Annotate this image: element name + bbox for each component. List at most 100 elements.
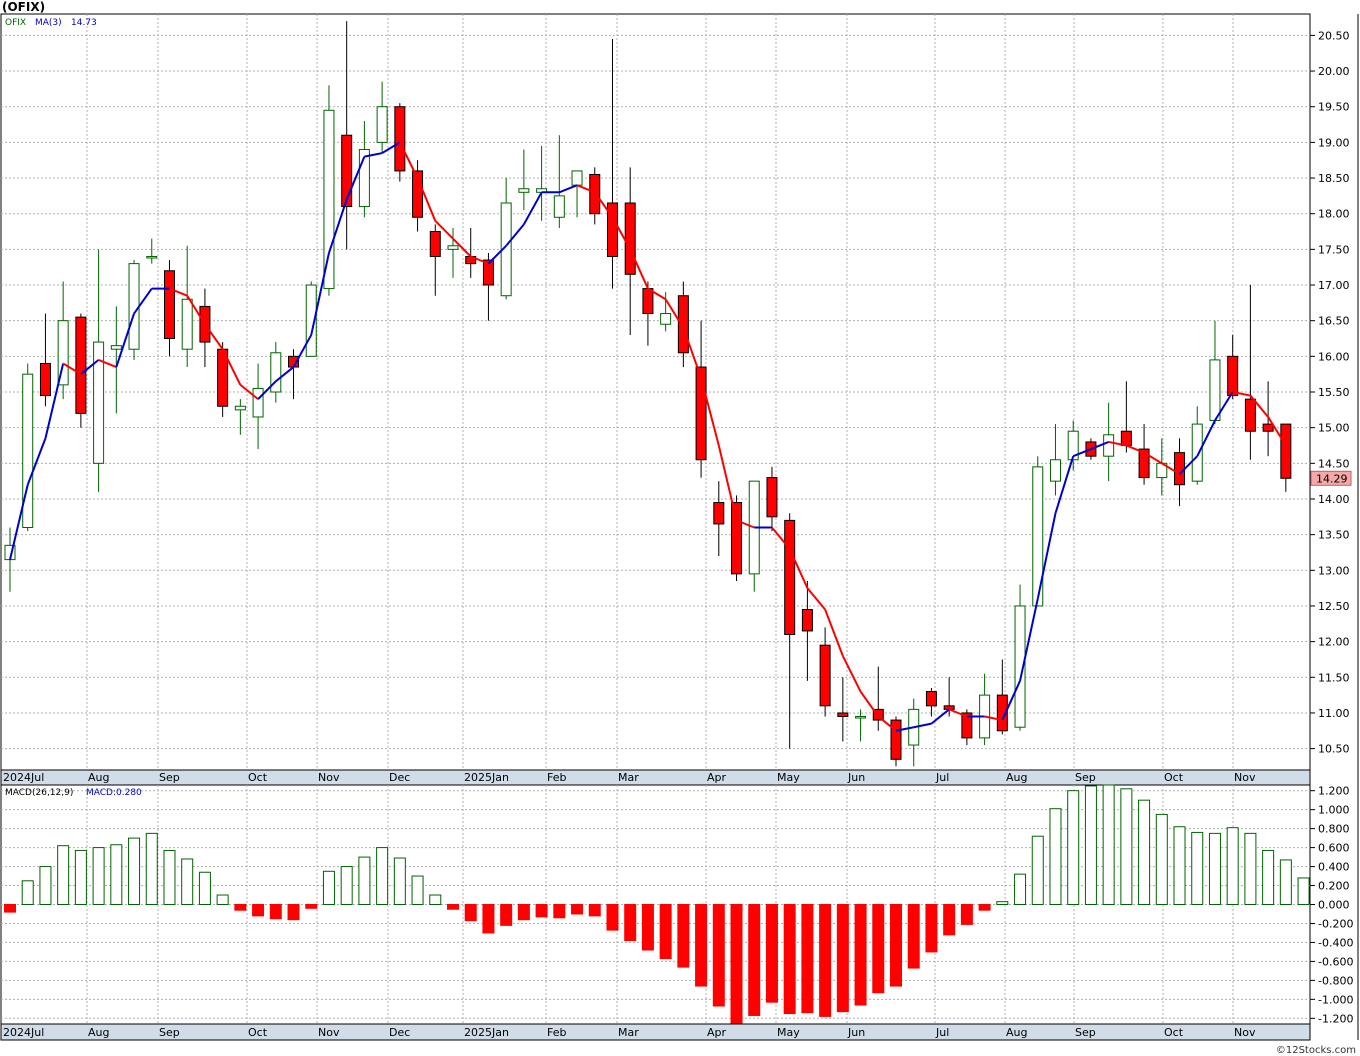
macd-bar xyxy=(128,837,141,905)
macd-bar xyxy=(464,904,477,922)
candle-body xyxy=(571,170,583,186)
ma3-segment xyxy=(700,377,720,446)
price-tick-label: 12.50 xyxy=(1318,600,1350,613)
ma3-segment xyxy=(859,690,880,718)
candle-body xyxy=(1262,423,1274,432)
macd-bar xyxy=(1279,859,1292,906)
macd-bar xyxy=(748,904,761,1016)
macd-bar xyxy=(234,904,247,911)
macd-bar xyxy=(978,904,991,911)
candle-body xyxy=(1049,459,1061,482)
ma3-segment xyxy=(984,715,1003,722)
ma3-segment xyxy=(1036,513,1057,600)
macd-bar xyxy=(145,832,158,905)
ma3-segment xyxy=(523,191,543,225)
macd-bar xyxy=(1014,873,1027,906)
macd-bar xyxy=(765,904,778,1003)
macd-month-label: Oct xyxy=(248,1026,268,1039)
macd-bar xyxy=(907,904,920,969)
macd-bar xyxy=(1049,808,1062,906)
macd-tick-label: 1.000 xyxy=(1318,804,1350,817)
price-tick-label: 10.50 xyxy=(1318,743,1350,756)
candle-body xyxy=(128,263,140,350)
candle-body xyxy=(22,373,34,529)
candle-body xyxy=(75,316,87,414)
ma3-segment xyxy=(221,348,242,386)
macd-tick-label: -0.400 xyxy=(1318,936,1353,949)
candle-body xyxy=(943,705,955,710)
price-tick-label: 20.00 xyxy=(1318,65,1350,78)
macd-tick-label: 0.800 xyxy=(1318,823,1350,836)
ma3-segment xyxy=(1072,448,1092,458)
candle-body xyxy=(323,109,335,290)
candle-body xyxy=(642,288,654,315)
macd-bar xyxy=(1138,799,1151,906)
price-tick-label: 17.00 xyxy=(1318,279,1350,292)
price-month-label: May xyxy=(777,771,800,784)
price-tick-label: 16.00 xyxy=(1318,350,1350,363)
macd-tick-label: 0.600 xyxy=(1318,842,1350,855)
ma3-segment xyxy=(1143,451,1163,465)
ma3-segment xyxy=(913,722,932,729)
ma3-segment xyxy=(275,366,295,383)
price-month-label: Apr xyxy=(707,771,727,784)
macd-bar xyxy=(641,904,654,951)
price-tick-label: 11.50 xyxy=(1318,671,1350,684)
macd-bar xyxy=(429,894,442,905)
ma3-segment xyxy=(26,438,47,486)
price-tick-label: 13.50 xyxy=(1318,529,1350,542)
macd-bar xyxy=(1191,831,1204,906)
macd-bar xyxy=(1120,788,1133,905)
price-tick-label: 19.50 xyxy=(1318,101,1350,114)
candle-body xyxy=(890,719,902,760)
price-month-label: Oct xyxy=(248,771,268,784)
legend-ma-value: 14.73 xyxy=(71,18,97,28)
candle-body xyxy=(447,245,459,250)
macd-bar xyxy=(163,849,176,906)
ma3-segment xyxy=(824,609,844,657)
macd-bar xyxy=(535,904,548,918)
price-tick-label: 18.50 xyxy=(1318,172,1350,185)
macd-bar xyxy=(376,847,389,905)
macd-bar xyxy=(500,904,513,926)
macd-month-label: Nov xyxy=(1234,1026,1256,1039)
candle-body xyxy=(39,362,51,397)
ma3-segment xyxy=(558,184,578,194)
macd-bar xyxy=(783,904,796,1015)
macd-bar xyxy=(393,857,406,905)
macd-bar xyxy=(801,904,814,1014)
candle-body xyxy=(731,502,743,575)
candle-body xyxy=(1120,430,1132,446)
macd-xaxis-band xyxy=(0,1023,1311,1041)
macd-bar xyxy=(624,904,637,942)
macd-bar xyxy=(181,858,194,906)
price-month-label: Dec xyxy=(389,771,410,784)
candle-body xyxy=(801,609,813,632)
macd-bar xyxy=(21,880,34,905)
ma3-segment xyxy=(452,237,472,258)
macd-bar xyxy=(960,904,973,925)
ma3-segment xyxy=(806,587,826,611)
candle-body xyxy=(589,173,601,215)
ma3-segment xyxy=(736,519,755,529)
ma3-segment xyxy=(576,184,596,194)
ma3-segment xyxy=(398,141,419,179)
candle-body xyxy=(837,712,849,718)
ma3-segment xyxy=(1019,598,1039,682)
candle-body xyxy=(181,298,193,350)
ma3-segment xyxy=(948,708,968,718)
macd-bar xyxy=(1155,813,1168,906)
macd-month-label: Mar xyxy=(618,1026,639,1039)
macd-bar xyxy=(1173,826,1186,906)
ma3-segment xyxy=(115,313,135,368)
ma3-segment xyxy=(310,252,330,336)
macd-bar xyxy=(659,904,672,960)
macd-bar xyxy=(39,866,52,905)
candle-body xyxy=(713,502,725,525)
legend-symbol: OFIX xyxy=(5,18,26,28)
ma3-segment xyxy=(1161,462,1181,475)
macd-bar xyxy=(517,904,530,921)
macd-month-label: Apr xyxy=(707,1026,727,1039)
macd-bar xyxy=(340,866,353,905)
macd-tick-label: 0.400 xyxy=(1318,861,1350,874)
